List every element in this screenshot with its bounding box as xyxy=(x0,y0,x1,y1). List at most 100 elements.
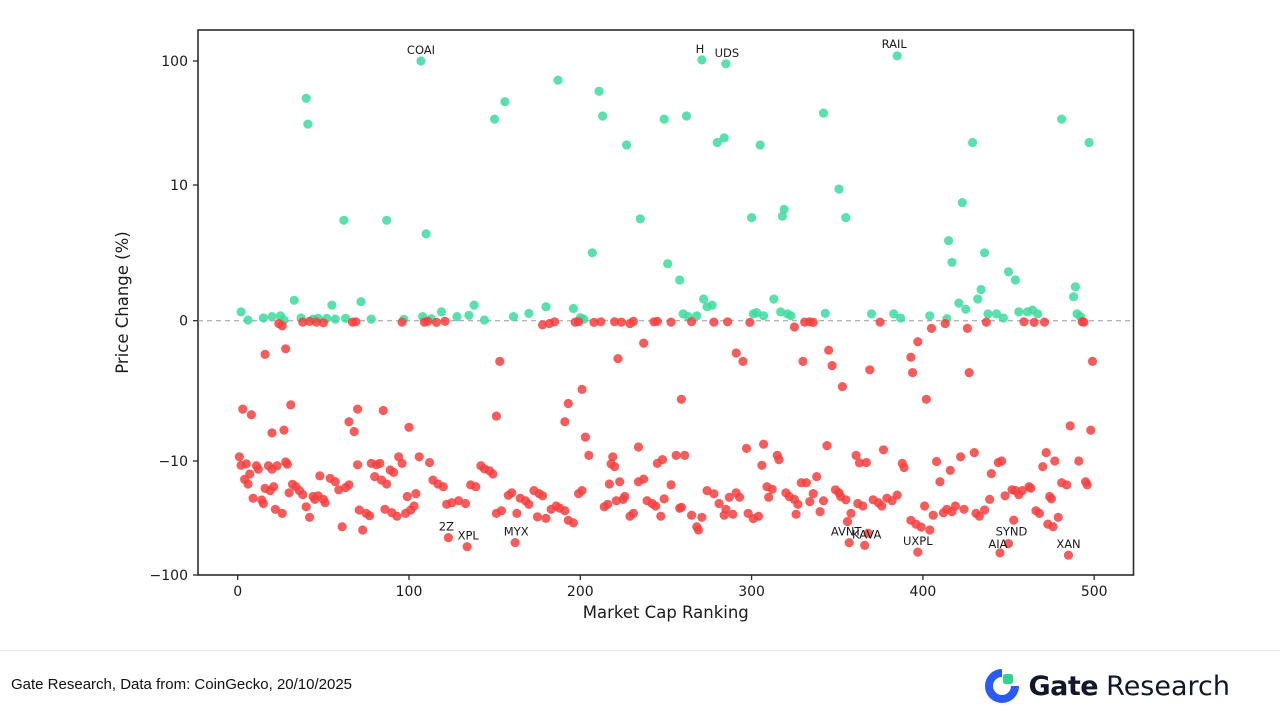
scatter-point xyxy=(1026,483,1036,493)
scatter-point xyxy=(469,300,479,310)
scatter-point xyxy=(305,316,315,326)
scatter-point xyxy=(584,450,594,460)
scatter-point xyxy=(659,114,669,124)
scatter-point xyxy=(680,450,690,460)
scatter-point xyxy=(277,508,287,518)
scatter-point xyxy=(921,394,931,404)
scatter-point xyxy=(258,313,268,323)
scatter-point xyxy=(798,356,808,366)
scatter-point xyxy=(318,318,328,328)
scatter-point xyxy=(344,480,354,490)
scatter-point xyxy=(1039,317,1050,327)
scatter-point xyxy=(628,316,639,326)
scatter-point xyxy=(889,309,899,319)
scatter-point xyxy=(524,499,534,509)
scatter-point xyxy=(866,309,877,319)
scatter-point xyxy=(577,384,587,394)
scatter-point xyxy=(382,479,392,489)
scatter-point xyxy=(983,309,993,319)
scatter-point xyxy=(421,229,431,239)
gate-research-logo: Gate Research xyxy=(985,664,1230,708)
scatter-point xyxy=(358,525,368,535)
scatter-point xyxy=(964,368,974,378)
scatter-point xyxy=(774,455,784,465)
scatter-point xyxy=(699,294,709,304)
token-annotation-avnt: AVNT xyxy=(831,525,863,539)
scatter-point xyxy=(815,507,825,517)
brand-regular: Research xyxy=(1106,670,1230,702)
scatter-point xyxy=(899,462,909,473)
scatter-point xyxy=(460,498,471,509)
scatter-point xyxy=(692,311,702,321)
scatter-point xyxy=(488,469,498,479)
scatter-point xyxy=(267,428,277,438)
scatter-point xyxy=(656,511,666,521)
x-tick-label: 100 xyxy=(396,584,423,600)
scatter-point xyxy=(947,257,957,267)
scatter-point xyxy=(425,457,435,468)
scatter-point xyxy=(1000,491,1010,501)
scatter-point xyxy=(253,464,263,474)
scatter-point xyxy=(315,471,325,481)
scatter-point xyxy=(1057,114,1067,124)
gate-logo-text: Gate Research xyxy=(1028,671,1230,702)
scatter-point xyxy=(284,488,294,498)
scatter-point xyxy=(841,495,851,505)
scatter-chart: 0 100 200 300 400 500 100 10 0 −10 −100 Market Cap … xyxy=(113,29,1135,622)
scatter-point xyxy=(279,425,289,435)
y-tick-label: −100 xyxy=(150,568,188,584)
scatter-point xyxy=(973,294,983,304)
scatter-point xyxy=(603,499,613,509)
scatter-point xyxy=(538,491,548,501)
scatter-point xyxy=(865,365,875,375)
x-tick-label: 400 xyxy=(910,584,937,600)
scatter-point xyxy=(935,477,945,487)
scatter-point xyxy=(1062,480,1072,490)
scatter-point xyxy=(985,494,995,504)
scatter-point xyxy=(714,498,724,509)
scatter-point xyxy=(913,547,923,557)
scatter-point xyxy=(908,368,918,378)
scatter-point xyxy=(443,533,453,543)
scatter-point xyxy=(998,313,1009,323)
scatter-point xyxy=(675,275,685,285)
scatter-point xyxy=(550,317,560,327)
scatter-point xyxy=(779,204,789,214)
scatter-point xyxy=(712,137,722,148)
token-annotation-xpl: XPL xyxy=(458,529,480,543)
scatter-point xyxy=(298,490,308,500)
scatter-point xyxy=(995,548,1005,558)
scatter-point xyxy=(822,441,832,451)
scatter-point xyxy=(863,528,873,538)
scatter-point xyxy=(589,317,599,327)
scatter-point xyxy=(724,492,734,502)
scatter-point xyxy=(282,459,292,469)
token-annotation-xan: XAN xyxy=(1056,537,1080,551)
scatter-point xyxy=(666,480,676,490)
y-axis-label: Price Change (%) xyxy=(113,231,132,373)
scatter-point xyxy=(353,460,363,470)
scatter-point xyxy=(805,497,815,507)
x-tick-label: 300 xyxy=(738,584,765,600)
scatter-point xyxy=(827,361,837,371)
scatter-point xyxy=(524,308,534,318)
footer: Gate Research, Data from: CoinGecko, 20/… xyxy=(0,650,1280,724)
scatter-point xyxy=(1010,275,1021,285)
scatter-point xyxy=(305,512,315,522)
token-annotation-uds: UDS xyxy=(715,46,740,60)
scatter-point xyxy=(378,405,388,416)
scatter-point xyxy=(594,86,604,96)
scatter-point xyxy=(860,540,870,551)
scatter-point xyxy=(402,491,412,502)
scatter-point xyxy=(954,298,964,308)
scatter-point xyxy=(932,456,942,467)
scatter-point xyxy=(793,499,803,509)
scatter-point xyxy=(950,501,961,511)
scatter-point xyxy=(957,198,967,208)
scatter-point xyxy=(414,452,424,462)
scatter-point xyxy=(854,458,865,468)
scatter-point xyxy=(764,492,774,502)
scatter-point xyxy=(615,477,625,487)
scatter-point xyxy=(687,317,697,327)
